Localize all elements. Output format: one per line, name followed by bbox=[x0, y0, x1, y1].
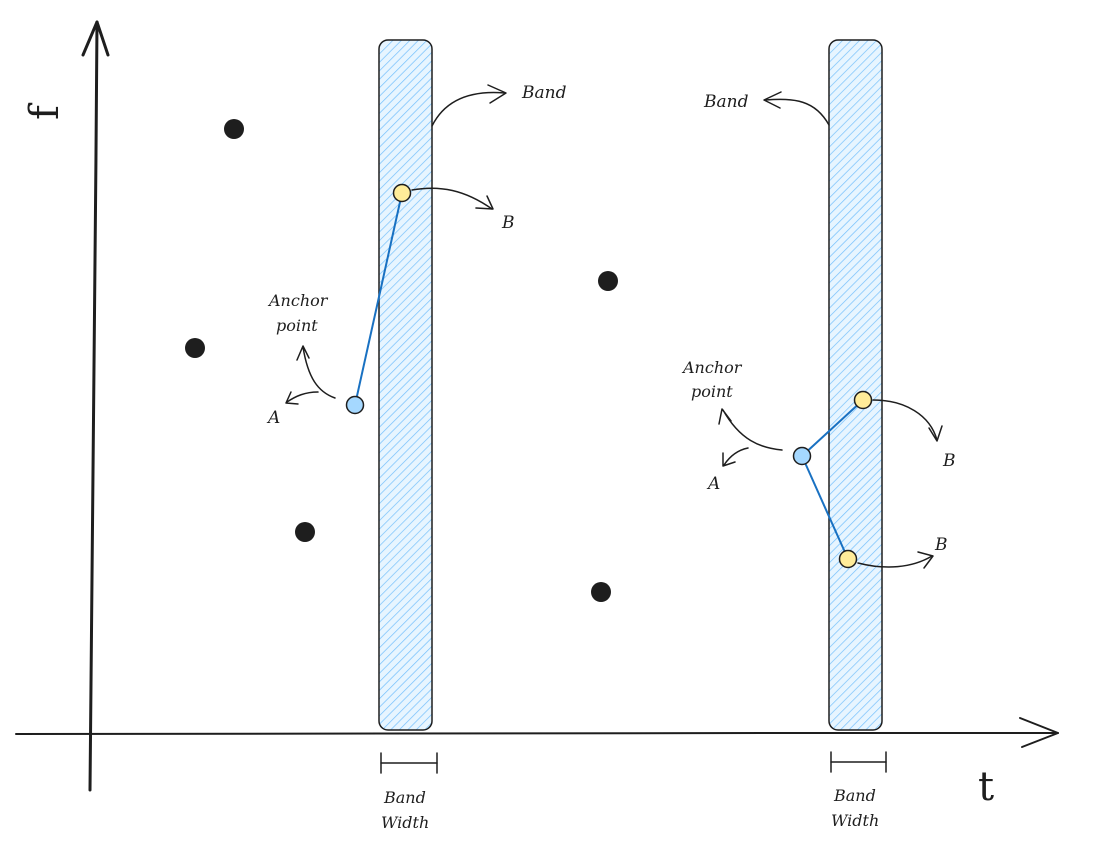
target-point-right-top bbox=[853, 390, 873, 410]
svg-text:point: point bbox=[691, 382, 733, 401]
band-label-left: Band bbox=[521, 83, 567, 103]
x-axis bbox=[15, 717, 1059, 748]
target-label-right-top: B bbox=[942, 451, 956, 471]
svg-text:point: point bbox=[276, 316, 318, 335]
link-line-left bbox=[354, 192, 403, 406]
band-right bbox=[828, 39, 883, 731]
y-axis-label: f bbox=[22, 102, 68, 120]
anchor-arrows-right bbox=[718, 408, 783, 467]
target-arrow-right-bottom bbox=[857, 555, 933, 568]
svg-text:Band: Band bbox=[833, 786, 876, 805]
peak-dot bbox=[185, 338, 205, 358]
link-line-right-bottom bbox=[801, 455, 849, 560]
target-arrow-left bbox=[411, 187, 493, 210]
svg-text:Anchor: Anchor bbox=[681, 358, 743, 377]
band-left bbox=[378, 39, 433, 731]
target-point-left bbox=[392, 183, 412, 203]
band-width-marker-right bbox=[830, 751, 887, 773]
peak-dot bbox=[598, 271, 618, 291]
band-label-right: Band bbox=[703, 92, 749, 112]
peak-dot bbox=[224, 119, 244, 139]
svg-text:Anchor: Anchor bbox=[267, 291, 329, 310]
band-label-arrow-right bbox=[764, 98, 830, 126]
anchor-label-right: Anchor point bbox=[681, 358, 743, 401]
target-label-right-bottom: B bbox=[934, 535, 948, 555]
anchor-label-left: Anchor point bbox=[267, 291, 329, 335]
anchor-point-right bbox=[792, 446, 812, 466]
band-width-label-right: Band Width bbox=[831, 786, 879, 830]
svg-text:Width: Width bbox=[381, 813, 429, 832]
svg-text:Band: Band bbox=[383, 788, 426, 807]
target-arrow-right-top bbox=[872, 399, 938, 441]
y-axis bbox=[81, 20, 110, 792]
peak-dot bbox=[295, 522, 315, 542]
anchor-point-left bbox=[345, 395, 365, 415]
peak-dots bbox=[185, 119, 618, 602]
anchor-arrows-left bbox=[285, 345, 336, 405]
link-line-right-top bbox=[801, 399, 864, 457]
svg-text:Width: Width bbox=[831, 811, 879, 830]
band-label-arrow-left bbox=[431, 91, 506, 127]
band-width-label-left: Band Width bbox=[381, 788, 429, 832]
x-axis-label: t bbox=[978, 764, 994, 810]
anchor-letter-left: A bbox=[266, 408, 280, 428]
target-point-right-bottom bbox=[838, 549, 858, 569]
anchor-letter-right: A bbox=[706, 474, 720, 494]
peak-dot bbox=[591, 582, 611, 602]
target-label-left: B bbox=[501, 213, 515, 233]
band-width-marker-left bbox=[380, 752, 438, 774]
